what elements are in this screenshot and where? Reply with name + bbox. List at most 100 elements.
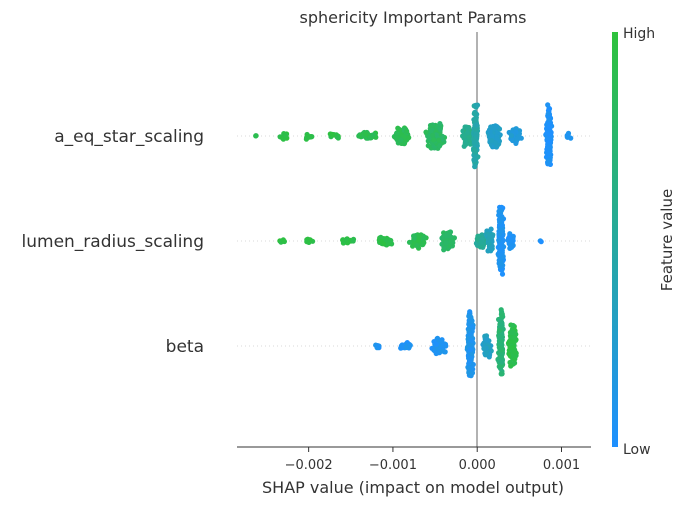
feature-label: a_eq_star_scaling [54,127,204,147]
shap-point [468,355,474,361]
shap-point [363,131,369,137]
shap-point [509,244,515,250]
shap-point [568,135,574,141]
shap-point [513,140,519,146]
shap-point [399,343,405,350]
shap-point [388,237,394,244]
colorbar [612,32,618,447]
shap-point [437,121,443,127]
shap-point [511,360,518,366]
shap-point [499,371,505,377]
x-tick-label: 0.001 [543,458,580,473]
shap-point [444,232,450,238]
shap-point [411,235,417,241]
shap-point [425,143,431,149]
chart-title: sphericity Important Params [299,8,526,27]
shap-point [253,133,259,139]
colorbar-high-label: High [623,26,655,42]
shap-point [419,242,425,248]
shap-point [467,347,473,353]
shap-point [467,309,473,315]
colorbar-low-label: Low [623,442,651,458]
shap-point [546,150,552,156]
shap-point [545,102,551,108]
shap-point [496,327,503,333]
shap-point [375,343,381,349]
shap-point [498,338,504,344]
shap-point [544,130,550,136]
shap-point [546,158,552,164]
shap-point [378,234,384,240]
shap-point [499,347,505,353]
shap-point [471,156,477,162]
shap-point [469,351,475,357]
colorbar-label: Feature value [658,189,676,291]
shap-point [422,234,428,240]
shap-point [484,337,490,343]
shap-point [472,163,478,169]
feature-labels: a_eq_star_scaling lumen_radius_scalingbet… [22,127,204,357]
shap-point [478,239,484,245]
shap-point [499,359,505,365]
shap-point [489,133,495,139]
shap-point [508,238,515,244]
shap-point [350,238,356,244]
shap-point [415,237,421,243]
x-tick-label: 0.000 [459,458,496,473]
shap-point [466,370,472,376]
shap-point [469,318,475,324]
shap-point [510,322,516,329]
shap-point [406,135,412,141]
shap-point [340,237,346,243]
shap-point [511,335,518,341]
shap-point [538,239,544,245]
shap-point [426,135,432,141]
shap-point [423,129,429,135]
shap-point [488,226,494,232]
shap-point [414,243,420,249]
shap-point [473,122,479,128]
shap-point [488,138,495,144]
shap-point [467,331,473,337]
shap-point [472,146,478,153]
shap-point [496,237,502,243]
x-axis-label: SHAP value (impact on model output) [262,478,564,497]
shap-point [508,363,514,369]
shap-point [509,345,515,351]
shap-point [497,208,504,214]
shap-point [498,251,504,257]
shap-point [403,344,409,350]
shap-point [465,365,472,371]
shap-point [433,341,439,347]
shap-point [367,135,374,141]
shap-point [461,133,467,139]
shap-point [492,140,498,146]
shap-point [514,136,520,142]
shap-point [395,125,401,131]
shap-point [546,116,552,123]
shap-point [436,137,442,143]
shap-point [546,139,553,145]
shap-point [489,233,495,239]
shap-point [329,132,336,138]
shap-point [407,342,413,348]
shap-point [406,239,413,245]
shap-point [497,219,503,225]
shap-point [462,141,468,147]
shap-point [438,348,444,354]
shap-point [437,143,443,149]
shap-point [498,307,504,313]
shap-point [430,132,436,138]
shap-point [545,111,551,117]
shap-point [401,133,407,140]
shap-point [469,337,475,344]
shap-point [496,212,502,218]
shap-point [499,271,506,277]
data-points [253,102,574,379]
shap-point [283,132,289,138]
shap-point [404,128,410,134]
shap-point [474,102,481,108]
shap-point [498,245,504,251]
shap-point [509,330,515,336]
